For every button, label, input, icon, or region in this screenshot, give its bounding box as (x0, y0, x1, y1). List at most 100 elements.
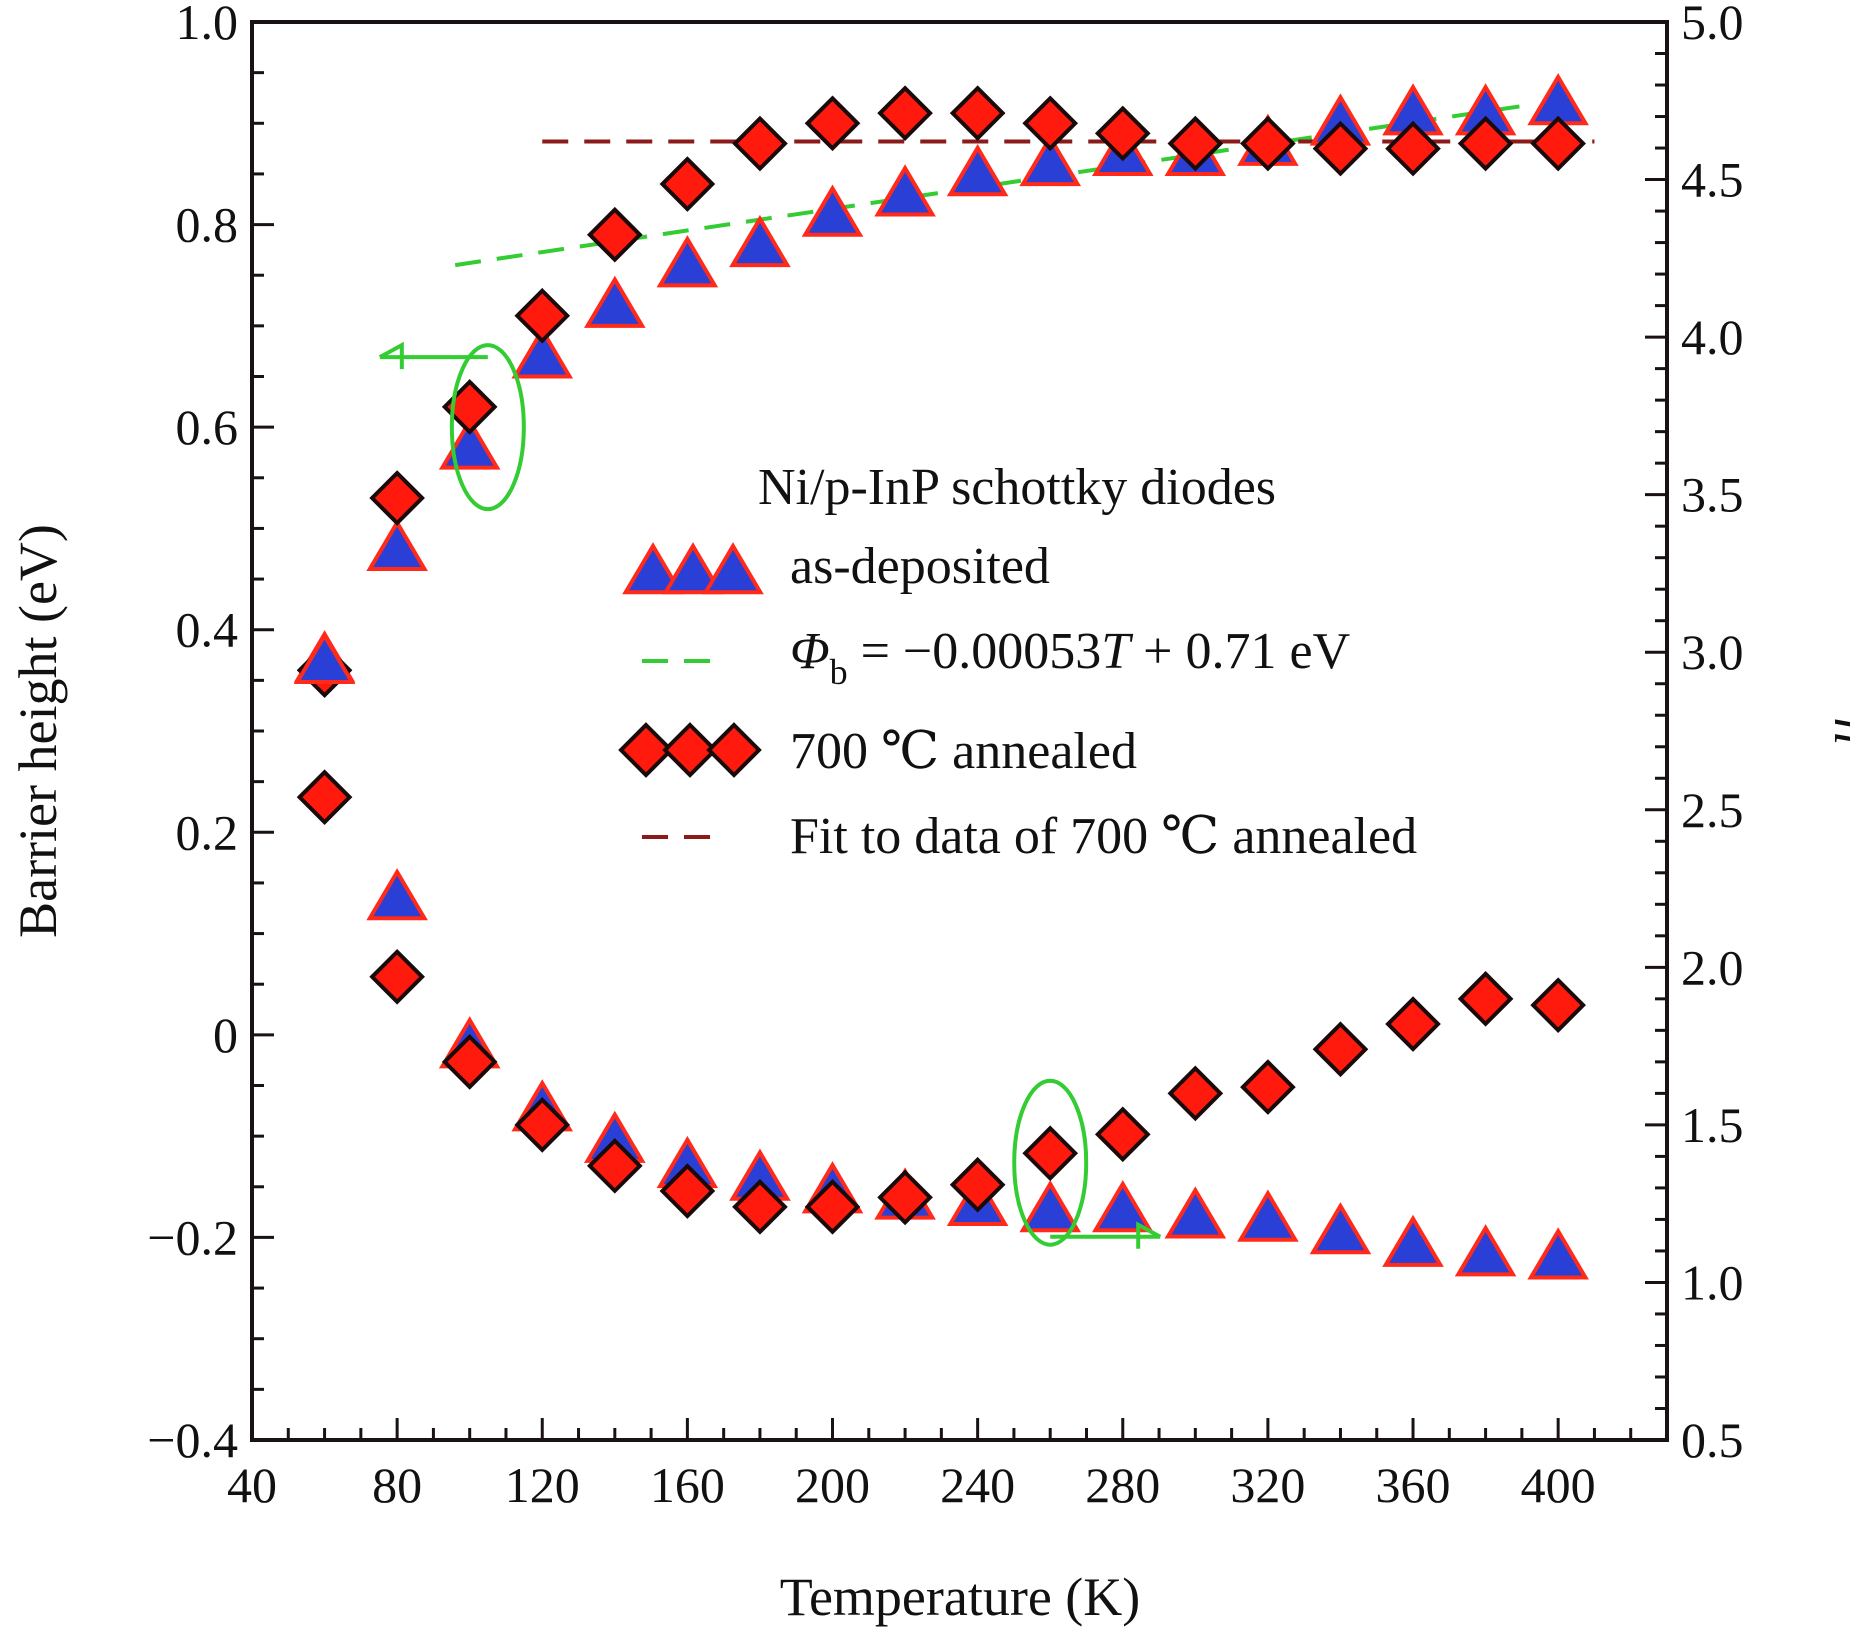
data-point-diamond (1167, 1065, 1224, 1122)
data-point-diamond (1312, 120, 1369, 177)
data-point-diamond (1457, 971, 1514, 1027)
data-point-diamond (804, 95, 861, 152)
data-point-triangle (1237, 1189, 1299, 1242)
legend-diamond-marker (706, 722, 762, 778)
annotation-ellipse (449, 343, 526, 512)
data-point-diamond (877, 85, 933, 141)
data-point-diamond (1240, 1059, 1296, 1115)
y-left-axis-title: Barrier height (eV) (8, 524, 68, 938)
data-point-diamond (877, 1169, 933, 1226)
x-tick-label: 320 (1230, 1457, 1305, 1513)
data-point-diamond (1312, 1021, 1369, 1078)
legend-label-as-deposited: as-deposited (790, 538, 1050, 595)
legend: Ni/p-InP schottky diodes as-deposited Φb… (618, 459, 1417, 865)
data-point-diamond (514, 287, 571, 344)
data-point-diamond (732, 1178, 788, 1235)
data-point-diamond (1094, 105, 1151, 162)
annotation-arrow-head (1136, 1221, 1162, 1249)
x-tick-label: 160 (650, 1457, 725, 1513)
data-point-triangle (1019, 133, 1082, 187)
y-left-tick-label: 0.4 (176, 602, 239, 658)
data-point-triangle (874, 164, 936, 217)
legend-triangle-marker (662, 542, 724, 595)
y-right-axis-title: n (1823, 718, 1850, 745)
legend-label-700c-annealed: 700 ℃ annealed (790, 723, 1137, 780)
legend-symbol-700c-annealed (618, 722, 762, 778)
data-point-diamond (514, 1097, 571, 1153)
y-right-tick-label: 3.0 (1681, 624, 1744, 680)
data-point-diamond (1530, 977, 1586, 1033)
y-right-tick-label: 1.5 (1681, 1097, 1744, 1153)
y-left-tick-label: −0.4 (147, 1412, 238, 1468)
data-point-triangle (1454, 1224, 1517, 1277)
data-point-diamond (369, 948, 425, 1005)
data-point-triangle (801, 184, 864, 237)
data-point-triangle (293, 631, 356, 684)
legend-triangle-marker (702, 542, 764, 595)
x-tick-label: 80 (372, 1457, 422, 1513)
data-point-triangle (1382, 1214, 1444, 1267)
x-tick-label: 360 (1376, 1457, 1451, 1513)
data-point-triangle (1309, 1202, 1372, 1255)
data-point-triangle (366, 868, 428, 921)
series-1 (296, 85, 1586, 699)
annotation-arrow-head (378, 341, 404, 370)
annotations (378, 341, 1162, 1249)
data-point-triangle (1019, 1180, 1082, 1233)
y-right-tick-label: 4.5 (1681, 152, 1744, 208)
y-right-tick-label: 4.0 (1681, 309, 1744, 365)
data-point-diamond (441, 1034, 498, 1090)
data-point-diamond (659, 156, 716, 212)
axes-ticks: 40 80 120 160 200 240 280 320 360 400 −0.4 −0.2 0 0.2… (147, 0, 1743, 1513)
data-point-diamond (1167, 115, 1224, 172)
data-point-diamond (586, 206, 643, 263)
data-point-diamond (1530, 115, 1586, 172)
x-axis-title: Temperature (K) (780, 1567, 1141, 1627)
legend-label-annealed-fit: Fit to data of 700 ℃ annealed (790, 808, 1417, 865)
data-point-diamond (659, 1163, 716, 1219)
data-point-diamond (804, 1178, 861, 1235)
data-point-triangle (584, 275, 646, 328)
data-point-diamond (1022, 95, 1079, 152)
y-left-tick-label: −0.2 (147, 1209, 238, 1265)
data-point-triangle (656, 235, 719, 288)
data-point-diamond (1457, 115, 1514, 172)
series-2 (293, 631, 1589, 1280)
legend-diamond-marker (662, 722, 718, 778)
series-3 (296, 769, 1586, 1235)
data-point-diamond (296, 769, 353, 826)
y-left-tick-label: 1.0 (176, 0, 239, 50)
y-right-tick-label: 3.5 (1681, 467, 1744, 523)
data-point-triangle (729, 214, 791, 268)
y-right-tick-label: 1.0 (1681, 1254, 1744, 1310)
y-right-tick-label: 5.0 (1681, 0, 1744, 50)
data-point-triangle (366, 518, 428, 571)
data-point-diamond (1022, 1125, 1079, 1182)
data-markers (293, 73, 1589, 1280)
x-tick-label: 240 (940, 1457, 1015, 1513)
plot-frame (250, 20, 1669, 1442)
legend-label-linear-fit: Φb = −0.00053T + 0.71 eV (790, 623, 1350, 692)
data-point-diamond (586, 1138, 643, 1194)
x-tick-label: 40 (227, 1457, 277, 1513)
legend-triangle-marker (622, 542, 684, 595)
data-point-triangle (511, 326, 574, 379)
annotation-ellipse (1012, 1078, 1089, 1247)
data-point-triangle (1164, 1186, 1227, 1239)
data-point-diamond (1240, 115, 1296, 172)
y-right-tick-label: 2.0 (1681, 939, 1744, 995)
y-right-tick-label: 2.5 (1681, 782, 1744, 838)
x-tick-label: 200 (795, 1457, 870, 1513)
data-point-triangle (946, 143, 1009, 197)
data-point-diamond (1094, 1106, 1151, 1163)
data-point-triangle (1091, 1180, 1154, 1233)
legend-title: Ni/p-InP schottky diodes (758, 459, 1276, 516)
x-tick-label: 400 (1521, 1457, 1596, 1513)
data-point-diamond (369, 470, 425, 526)
legend-symbol-as-deposited (622, 542, 764, 595)
data-point-diamond (1385, 996, 1441, 1052)
y-right-tick-label: 0.5 (1681, 1412, 1744, 1468)
data-point-triangle (1527, 1227, 1589, 1280)
y-left-tick-label: 0.6 (176, 399, 239, 455)
